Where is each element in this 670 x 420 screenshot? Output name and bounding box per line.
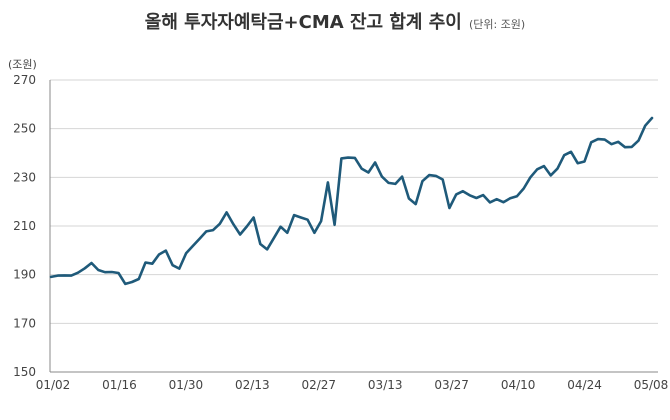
y-tick-label: 170 [13, 316, 36, 330]
chart-title: 올해 투자자예탁금+CMA 잔고 합계 추이 [144, 12, 462, 33]
x-tick-label: 01/02 [36, 378, 71, 392]
x-tick-label: 02/27 [301, 378, 336, 392]
series-line [49, 116, 654, 286]
title-row: 올해 투자자예탁금+CMA 잔고 합계 추이 (단위: 조원) [0, 8, 670, 34]
x-tick-label: 01/30 [169, 378, 204, 392]
x-tick-label: 05/08 [634, 378, 669, 392]
x-tick-label: 03/13 [368, 378, 403, 392]
chart-subtitle: (단위: 조원) [468, 18, 526, 31]
x-tick-label: 02/13 [235, 378, 270, 392]
x-tick-label: 01/16 [102, 378, 137, 392]
y-tick-label: 190 [13, 268, 36, 282]
y-axis-unit-label: (조원) [8, 58, 37, 71]
y-tick-label: 150 [13, 365, 36, 379]
x-tick-label: 04/10 [501, 378, 536, 392]
y-tick-label: 250 [13, 122, 36, 136]
y-tick-label: 210 [13, 219, 36, 233]
y-tick-label: 230 [13, 170, 36, 184]
x-tick-label: 03/27 [434, 378, 469, 392]
x-tick-label: 04/24 [567, 378, 602, 392]
y-tick-label: 270 [13, 73, 36, 87]
